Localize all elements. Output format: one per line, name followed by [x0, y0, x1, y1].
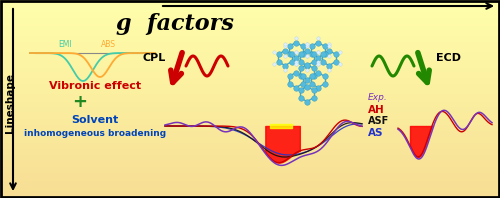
Text: EMI: EMI [58, 40, 72, 49]
Text: ASF: ASF [368, 116, 389, 126]
Text: CPL: CPL [143, 53, 166, 63]
Text: Exp.: Exp. [368, 93, 388, 103]
Text: inhomogeneous broadening: inhomogeneous broadening [24, 129, 166, 138]
Text: AS: AS [368, 128, 384, 138]
Text: +: + [72, 93, 88, 111]
Text: ABS: ABS [100, 40, 116, 49]
Text: Lineshape: Lineshape [5, 73, 15, 133]
Text: Solvent: Solvent [72, 115, 118, 125]
Text: ECD: ECD [436, 53, 461, 63]
Text: g  factors: g factors [116, 13, 234, 35]
Text: AH: AH [368, 105, 385, 115]
Text: Vibronic effect: Vibronic effect [49, 81, 141, 91]
